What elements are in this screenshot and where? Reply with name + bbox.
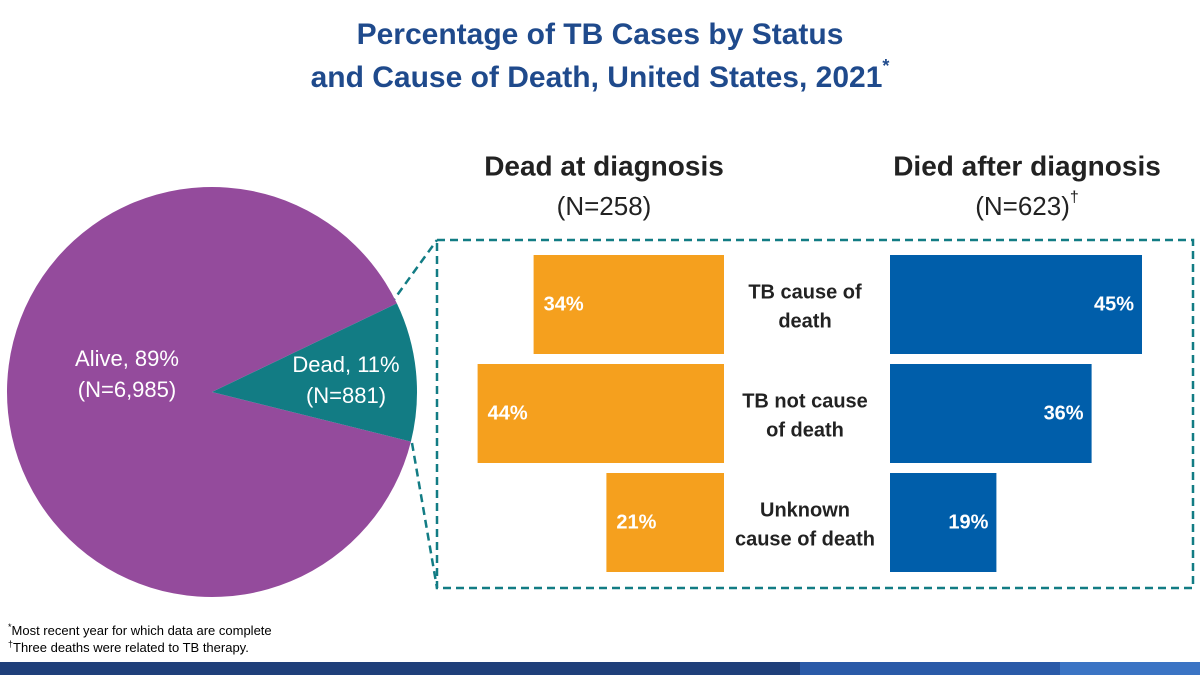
bar <box>477 364 724 463</box>
bar-value-label: 19% <box>948 511 988 533</box>
slice-label: Alive, 89% <box>75 346 179 371</box>
zoom-box <box>435 238 1195 590</box>
footnote-text: Three deaths were related to TB therapy. <box>13 640 249 655</box>
bar-chart-title: Dead at diagnosis <box>484 150 724 181</box>
footnote-mark: * <box>8 622 12 632</box>
bar-chart-subtitle: (N=623)† <box>975 189 1079 221</box>
slice-label: Dead, 11% <box>292 352 399 377</box>
bar <box>890 255 1142 354</box>
bar-value-label: 36% <box>1044 402 1084 424</box>
bar-chart-subtitle: (N=258) <box>557 191 652 221</box>
category-label: of death <box>766 419 844 441</box>
subtitle-text: (N=258) <box>557 191 652 221</box>
bar-value-label: 34% <box>544 293 584 315</box>
bottom-band <box>1060 662 1200 675</box>
category-label: TB not cause <box>742 390 868 412</box>
bar-value-label: 21% <box>616 511 656 533</box>
slice-count: (N=6,985) <box>78 377 176 402</box>
footnote-mark: * <box>882 56 889 76</box>
category-label: Unknown <box>760 499 850 521</box>
subtitle-text: (N=623) <box>975 191 1070 221</box>
zoom-line <box>388 239 439 306</box>
bar <box>606 473 724 572</box>
title-line: Percentage of TB Cases by Status <box>357 18 844 51</box>
pie-slice <box>212 303 417 442</box>
footnote: †Three deaths were related to TB therapy… <box>8 639 249 655</box>
category-label: death <box>778 310 831 332</box>
bar <box>890 364 1092 463</box>
bar <box>890 473 997 572</box>
bar-chart-title: Died after diagnosis <box>893 150 1161 181</box>
footnote: *Most recent year for which data are com… <box>8 622 272 638</box>
category-label: TB cause of <box>748 281 862 303</box>
title-line: and Cause of Death, United States, 2021* <box>311 56 890 94</box>
bar-value-label: 44% <box>488 402 528 424</box>
footnote-mark: † <box>8 639 13 649</box>
footnote-mark: † <box>1070 189 1079 206</box>
bar-value-label: 45% <box>1094 293 1134 315</box>
zoom-line <box>410 442 439 589</box>
footnote-text: Most recent year for which data are comp… <box>12 623 272 638</box>
title-text: Percentage of TB Cases by Status <box>357 18 844 51</box>
bar <box>533 255 724 354</box>
title-text: and Cause of Death, United States, 2021 <box>311 61 883 94</box>
pie-slice <box>6 186 411 597</box>
category-label: cause of death <box>735 528 875 550</box>
slice-count: (N=881) <box>306 383 386 408</box>
